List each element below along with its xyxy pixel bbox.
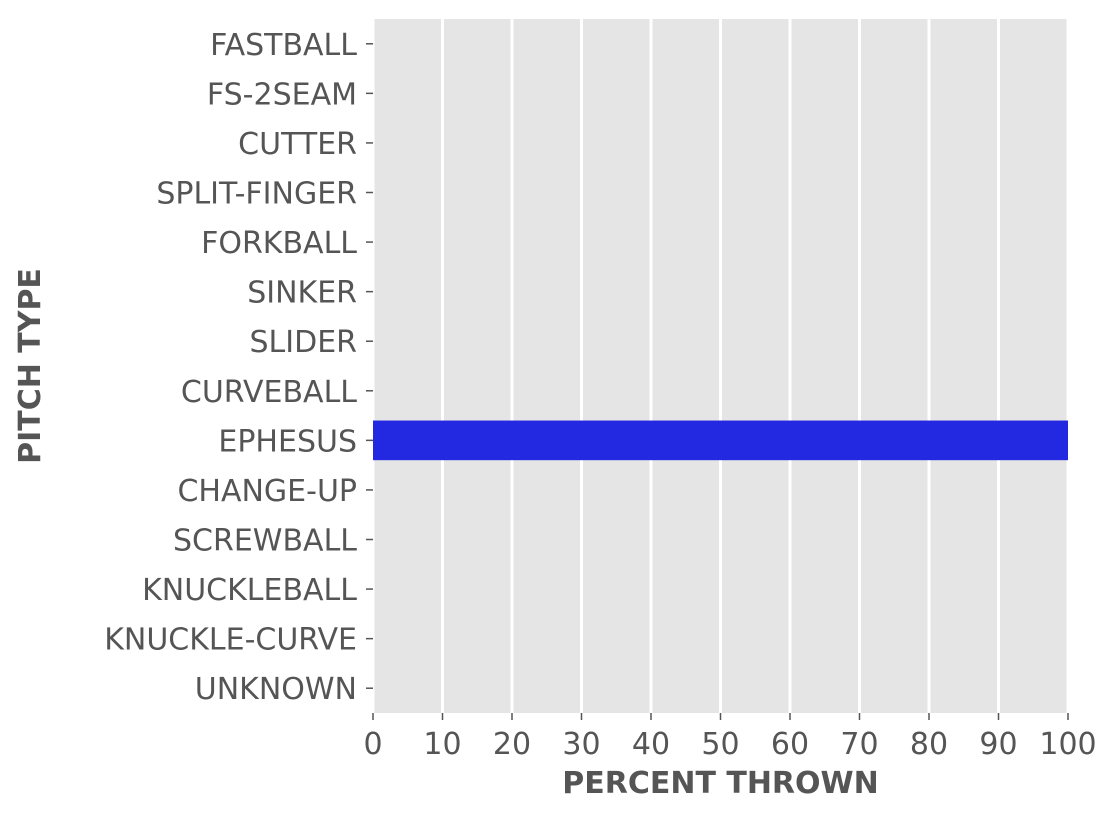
y-tick-label: SINKER: [247, 276, 357, 311]
x-tick-label: 100: [1039, 727, 1096, 762]
y-axis: FASTBALL FS-2SEAM CUTTER SPLIT-FINGER FORKBA…: [104, 28, 373, 707]
x-tick-label: 80: [910, 727, 948, 762]
y-tick-label: FORKBALL: [201, 226, 357, 261]
y-tick-label: SLIDER: [249, 325, 357, 360]
x-tick-label: 40: [632, 727, 670, 762]
x-tick-label: 60: [771, 727, 809, 762]
bar-ephesus: [373, 420, 1068, 461]
x-tick-label: 20: [493, 727, 531, 762]
y-tick-label: EPHESUS: [218, 424, 357, 459]
x-tick-label: 70: [840, 727, 878, 762]
y-tick-label: CURVEBALL: [181, 375, 357, 410]
y-axis-title: PITCH TYPE: [13, 268, 48, 464]
bars: [373, 420, 1068, 461]
y-tick-label: SPLIT-FINGER: [156, 177, 357, 212]
gridlines: [371, 19, 1070, 713]
x-tick-label: 10: [423, 727, 461, 762]
x-tick-label: 90: [979, 727, 1017, 762]
y-tick-label: KNUCKLE-CURVE: [104, 623, 357, 658]
y-tick-label: KNUCKLEBALL: [142, 573, 357, 608]
y-tick-label: FASTBALL: [210, 28, 357, 63]
y-tick-label: UNKNOWN: [195, 672, 357, 707]
x-tick-label: 50: [701, 727, 739, 762]
x-axis: 0 10 20 30 40 50 60 70 80 90 100: [363, 713, 1097, 762]
y-tick-label: SCREWBALL: [173, 524, 357, 559]
y-tick-label: CHANGE-UP: [177, 474, 357, 509]
y-tick-label: FS-2SEAM: [207, 77, 357, 112]
x-tick-label: 0: [363, 727, 382, 762]
x-axis-title: PERCENT THROWN: [562, 766, 878, 801]
y-tick-label: CUTTER: [238, 127, 357, 162]
x-tick-label: 30: [562, 727, 600, 762]
